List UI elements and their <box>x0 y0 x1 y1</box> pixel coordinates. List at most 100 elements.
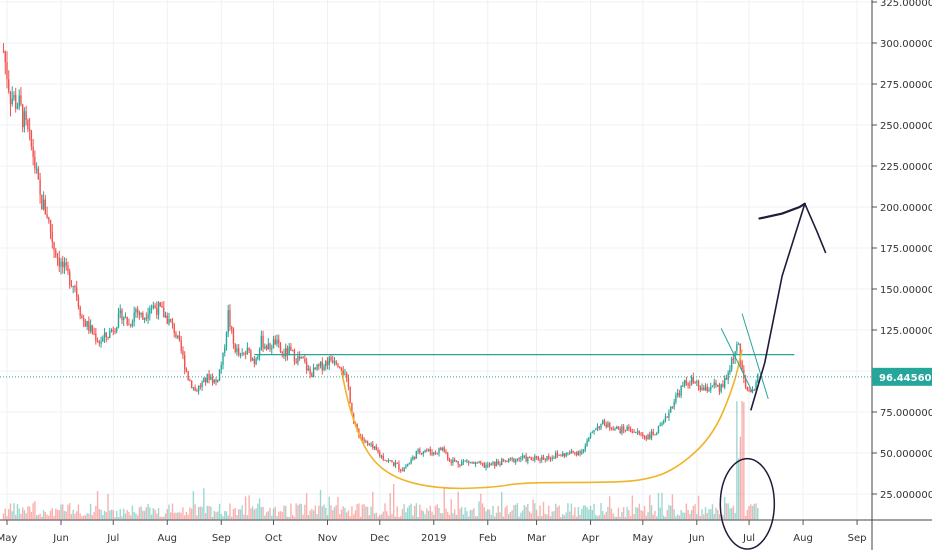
volume-bar <box>37 514 40 520</box>
volume-bar <box>471 509 473 520</box>
last-price-tag <box>872 367 932 386</box>
volume-bar <box>448 514 451 520</box>
volume-bar <box>185 511 188 520</box>
candle-body <box>715 382 717 386</box>
candle-body <box>199 386 202 388</box>
candle-body <box>84 321 87 327</box>
volume-bar <box>62 504 64 520</box>
candle-body <box>541 456 543 461</box>
volume-bar <box>683 512 686 520</box>
volume-bar <box>168 504 170 520</box>
candle-body <box>692 377 695 383</box>
volume-bar <box>452 513 454 520</box>
volume-bar <box>18 508 20 520</box>
candle-body <box>664 416 667 421</box>
candle-body <box>157 302 160 315</box>
volume-bar <box>206 505 209 520</box>
candle-body <box>123 318 125 320</box>
volume-bar <box>365 506 367 520</box>
candle-body <box>42 199 45 210</box>
volume-bar <box>74 513 76 520</box>
volume-bar <box>349 516 351 520</box>
volume-bar <box>680 509 682 520</box>
volume-bar <box>190 508 193 520</box>
volume-bar <box>358 503 360 520</box>
candle-body <box>225 332 228 348</box>
candle-body <box>170 318 172 322</box>
candle-body <box>67 265 69 272</box>
candle-body <box>260 335 263 351</box>
candle-body <box>135 309 137 313</box>
volume-bar <box>328 496 330 520</box>
volume-bar <box>311 508 313 520</box>
candle-body <box>561 453 564 457</box>
candle-body <box>440 448 442 450</box>
candle-body <box>328 357 330 366</box>
y-tick-label: 250.00000000 <box>880 121 932 132</box>
candle-body <box>95 333 97 341</box>
volume-bar <box>41 516 43 520</box>
volume-bar <box>584 505 587 520</box>
candle-body <box>591 432 593 434</box>
volume-bar <box>211 516 214 520</box>
candle-body <box>661 423 663 425</box>
volume-bar <box>391 514 393 520</box>
candle-body <box>553 457 555 459</box>
candle-body <box>304 358 306 362</box>
volume-bar <box>260 507 263 520</box>
y-tick-label: 325.00000000 <box>880 0 932 9</box>
candle-body <box>23 111 26 128</box>
volume-bar <box>570 503 573 520</box>
candle-body <box>572 451 574 453</box>
volume-bar <box>434 505 437 520</box>
volume-circle <box>719 457 776 550</box>
volume-bar <box>607 506 609 520</box>
candle-body <box>250 350 252 361</box>
volume-bar <box>757 507 759 520</box>
x-tick-label: Sep <box>848 533 867 544</box>
candle-body <box>490 463 492 466</box>
candle-body <box>178 335 181 341</box>
candle-body <box>297 356 299 363</box>
volume-bar <box>105 512 107 520</box>
volume-bar <box>591 509 593 520</box>
candle-body <box>406 464 409 467</box>
candle-body <box>501 459 503 466</box>
candle-body <box>224 347 226 353</box>
volume-bar <box>335 505 337 520</box>
volume-bar <box>88 513 90 520</box>
volume-bar <box>325 507 327 520</box>
candle-body <box>82 318 85 322</box>
volume-bar <box>264 515 266 520</box>
candle-body <box>345 373 348 378</box>
volume-bar <box>9 503 12 520</box>
volume-bar <box>447 511 449 520</box>
volume-bar <box>501 491 503 520</box>
candle-body <box>243 353 245 355</box>
candle-body <box>410 459 412 464</box>
volume-bar <box>532 499 534 520</box>
volume-bar <box>152 508 155 520</box>
volume-bar <box>27 506 29 520</box>
candle-body <box>180 340 182 351</box>
candle-body <box>110 330 113 332</box>
target-line <box>758 202 806 220</box>
volume-bar <box>753 503 755 520</box>
candle-body <box>291 350 294 352</box>
volume-bar <box>34 501 36 520</box>
volume-bar <box>8 509 10 520</box>
volume-bar <box>244 496 247 520</box>
volume-bar <box>426 508 428 520</box>
candle-body <box>298 356 301 359</box>
last-price-label: 96.44560310 <box>879 373 932 384</box>
y-tick-label: 125.00000000 <box>880 326 932 337</box>
volume-bar <box>302 514 304 520</box>
volume-bar <box>507 514 510 520</box>
candle-body <box>295 361 297 363</box>
candle-body <box>241 353 243 355</box>
volume-bar <box>112 510 114 520</box>
candle-body <box>201 382 203 388</box>
candle-body <box>727 372 729 380</box>
